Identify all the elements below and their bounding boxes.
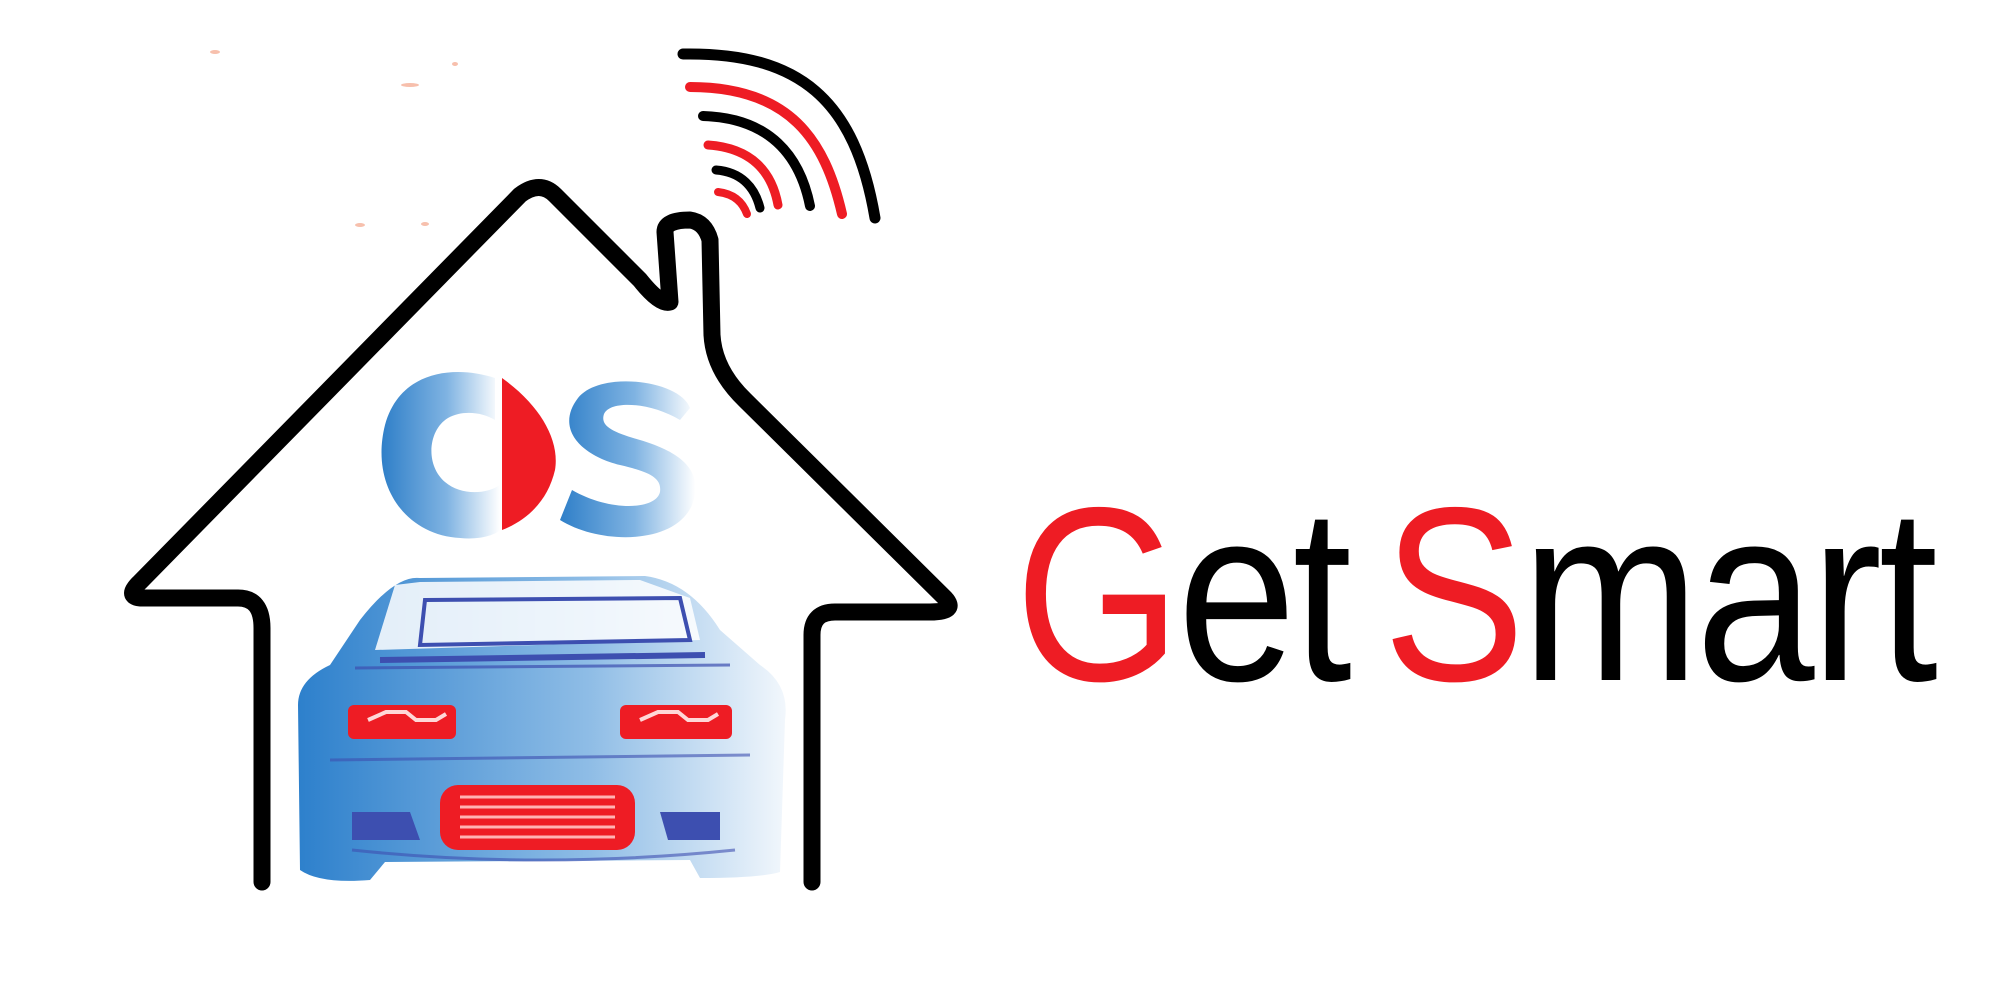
headlight-left xyxy=(348,705,456,739)
wordmark-word1-rest: et xyxy=(1177,455,1351,733)
wifi-signal-icon xyxy=(677,48,881,224)
headlight-right xyxy=(620,705,732,739)
wordmark-word2-rest: mart xyxy=(1521,455,1938,733)
brand-wordmark: Get Smart xyxy=(1015,470,1938,718)
house-outline-icon xyxy=(124,179,958,891)
car-front-icon xyxy=(298,576,786,881)
cs-monogram-icon xyxy=(381,372,696,539)
wordmark-initial-s: S xyxy=(1382,455,1525,733)
wordmark-initial-g: G xyxy=(1015,455,1181,733)
stray-specks xyxy=(210,50,458,227)
